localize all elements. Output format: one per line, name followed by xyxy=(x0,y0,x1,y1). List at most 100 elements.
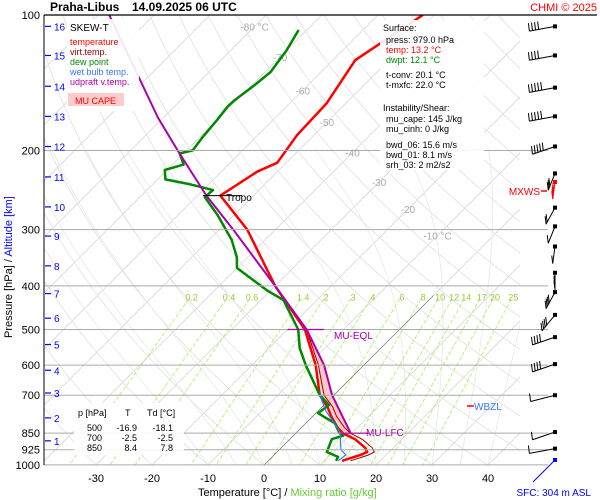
isotherm-label: -30 xyxy=(372,178,387,189)
wind-barb-feather xyxy=(530,431,533,440)
wind-barb-feather xyxy=(533,362,536,372)
wind-barb xyxy=(530,361,557,373)
credit-label: CHMI © 2025 xyxy=(530,2,597,14)
datetime-title: 14.09.2025 06 UTC xyxy=(132,0,237,14)
wind-barb-staff xyxy=(529,87,556,93)
altitude-tick-label: 12 xyxy=(54,142,66,153)
wind-barb-staff xyxy=(529,25,556,32)
isotherm-line xyxy=(319,264,520,465)
wind-barb-feather xyxy=(530,51,533,60)
legend-dew-point: dew point xyxy=(70,57,109,67)
altitude-tick-label: 7 xyxy=(54,290,60,301)
wind-barb-feather xyxy=(545,316,548,326)
mixing-ratio-line xyxy=(322,298,422,465)
altitude-tick-label: 1 xyxy=(54,437,60,448)
mixing-ratio-label: 10 xyxy=(435,292,445,302)
wind-barb-station-dot xyxy=(553,24,557,29)
wind-barb-station-dot xyxy=(553,53,557,58)
wind-barb-feather xyxy=(548,178,551,187)
mixing-ratio-line xyxy=(370,298,465,465)
isotherm-line xyxy=(44,15,323,294)
altitude-tick-label: 4 xyxy=(54,366,60,377)
wind-barb xyxy=(544,290,557,309)
wind-barb-feather xyxy=(527,23,530,32)
dry-adiabat-line xyxy=(556,15,600,465)
wind-barb xyxy=(527,82,557,93)
mu-lfc-label: MU-LFC xyxy=(366,428,404,439)
isotherm-label: -20 xyxy=(401,205,416,216)
station-title: Praha-Libus xyxy=(50,0,120,14)
table-header-t: T xyxy=(125,408,131,418)
bwd-01: bwd_01: 8.1 m/s xyxy=(386,150,453,160)
wind-barb-feather xyxy=(553,275,556,284)
mixing-ratio-label: 1.4 xyxy=(297,292,310,302)
wind-barb-feather xyxy=(537,111,540,120)
wind-barb-feather xyxy=(540,110,543,119)
wind-barb-feather xyxy=(534,83,537,92)
wind-barb-feather xyxy=(540,82,543,91)
mixing-ratio-label: 25 xyxy=(508,292,518,302)
srh-03: srh_03: 2 m2/s2 xyxy=(386,160,451,170)
axis-separator: / xyxy=(281,487,290,499)
wind-barb-station-dot xyxy=(553,312,557,317)
y-axis-title: Pressure [hPa] / Altitude [km] xyxy=(3,196,15,338)
mixing-ratio-line xyxy=(356,298,453,465)
wind-barb-station-dot xyxy=(553,270,557,275)
zero-isotherm-line xyxy=(263,295,434,465)
wind-barb-station-dot xyxy=(553,171,557,176)
mixing-ratio-axis-label: Mixing ratio [g/kg] xyxy=(290,487,376,499)
dry-adiabat-line xyxy=(236,15,520,318)
wind-barb-feather xyxy=(530,146,533,155)
mixing-ratio-line xyxy=(299,298,400,465)
table-header-td: Td [°C] xyxy=(147,408,175,418)
wind-barbs xyxy=(527,21,557,483)
wind-barb-feather xyxy=(537,82,540,91)
wind-barb xyxy=(532,457,557,483)
wind-barb-feather xyxy=(551,186,554,195)
wind-barb-station-dot xyxy=(553,457,557,462)
mu-cape-area xyxy=(306,329,351,434)
temperature-tick-label: -10 xyxy=(200,473,216,485)
wind-barb xyxy=(530,142,557,155)
wind-barb xyxy=(529,393,557,403)
isotherm-label: -10 °C xyxy=(423,231,451,242)
wind-barb-feather xyxy=(529,393,532,402)
mixing-ratio-label: 12 xyxy=(449,292,459,302)
legend-wet-bulb: wet bulb temp. xyxy=(69,67,129,77)
surface-title: Surface: xyxy=(383,23,417,33)
wind-barb-feather xyxy=(546,235,549,244)
info-panel xyxy=(380,20,484,170)
altitude-tick-label: 15 xyxy=(54,51,66,62)
wind-barb-feather xyxy=(551,190,554,200)
wind-barb-feather xyxy=(536,334,539,344)
wind-barb-feather xyxy=(552,182,555,191)
mixing-ratio-label: 17 xyxy=(477,292,487,302)
wind-barb-feather xyxy=(544,216,547,225)
mixing-ratio-line xyxy=(190,298,302,465)
wind-barb-station-dot xyxy=(553,85,557,90)
wind-barb-staff xyxy=(530,394,556,403)
isotherm-line xyxy=(375,320,520,465)
mixing-ratio-line xyxy=(422,298,512,465)
wind-barb-feather xyxy=(527,52,530,61)
wind-barb-feather xyxy=(541,142,544,151)
wind-barb-staff xyxy=(532,459,556,483)
table-row: 700 -2.5 -2.5 xyxy=(87,433,173,443)
wind-barb-station-dot xyxy=(553,362,557,367)
wind-barb-station-dot xyxy=(553,290,557,295)
table-header-p: p [hPa] xyxy=(78,408,107,418)
surface-dwpt: dwpt: 12.1 °C xyxy=(386,55,441,65)
wind-barb-staff xyxy=(547,226,556,244)
wind-barb xyxy=(527,50,557,61)
dry-adiabat-line xyxy=(265,15,520,286)
wind-barb-feather xyxy=(552,184,555,193)
wind-barb xyxy=(527,110,557,122)
wind-barb-staff xyxy=(532,431,556,441)
mixing-ratio-label: 4 xyxy=(370,292,375,302)
wind-barb-feather xyxy=(527,445,530,454)
wind-barb xyxy=(553,270,557,290)
wind-barb-feather xyxy=(551,188,554,198)
dry-adiabat-line xyxy=(294,15,520,254)
surface-temp: temp: 13.2 °C xyxy=(386,45,442,55)
temperature-tick-label: 0 xyxy=(261,473,267,485)
